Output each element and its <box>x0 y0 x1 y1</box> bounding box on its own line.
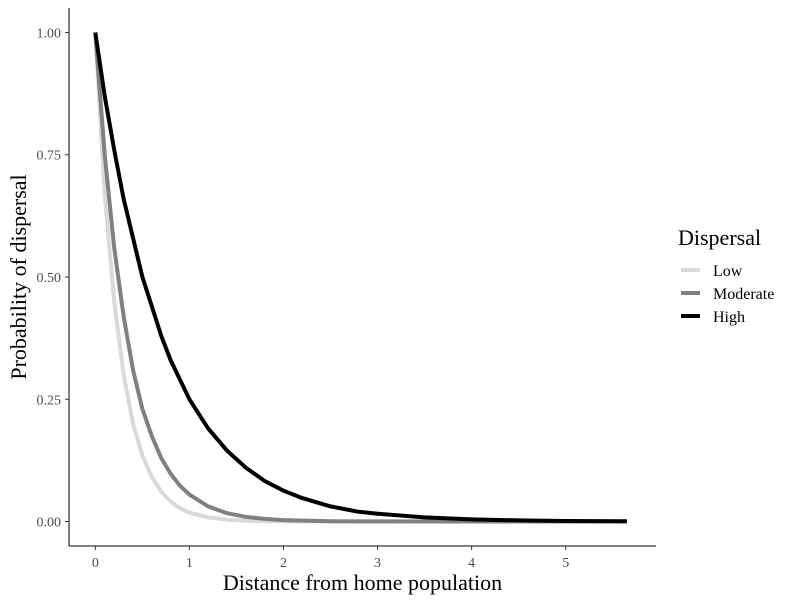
x-axis-title: Distance from home population <box>223 570 502 595</box>
axes <box>68 8 656 547</box>
x-tick-label: 1 <box>186 556 193 571</box>
series-lines <box>93 32 627 524</box>
x-tick-label: 5 <box>562 556 569 571</box>
y-axis-title: Probability of dispersal <box>6 174 31 379</box>
y-ticks: 0.00 0.25 0.50 0.75 1.00 <box>37 26 69 531</box>
y-tick-label: 0.75 <box>37 149 62 164</box>
legend-items: Low Moderate High <box>681 263 774 326</box>
x-ticks: 0 1 2 3 4 5 <box>92 546 569 571</box>
legend: Dispersal Low Moderate High <box>678 225 774 326</box>
x-tick-label: 0 <box>92 556 99 571</box>
y-tick-label: 0.25 <box>37 393 62 408</box>
series-line-high <box>93 32 627 524</box>
legend-label-high: High <box>713 309 745 326</box>
x-tick-label: 2 <box>280 556 287 571</box>
series-line-moderate <box>93 32 627 524</box>
series-line-low <box>93 32 627 524</box>
legend-title: Dispersal <box>678 225 761 250</box>
y-tick-label: 0.00 <box>37 516 62 531</box>
y-tick-label: 1.00 <box>37 26 62 41</box>
legend-label-moderate: Moderate <box>713 286 774 303</box>
x-tick-label: 3 <box>374 556 381 571</box>
y-tick-label: 0.50 <box>37 271 62 286</box>
x-tick-label: 4 <box>468 556 475 571</box>
legend-label-low: Low <box>713 263 743 280</box>
